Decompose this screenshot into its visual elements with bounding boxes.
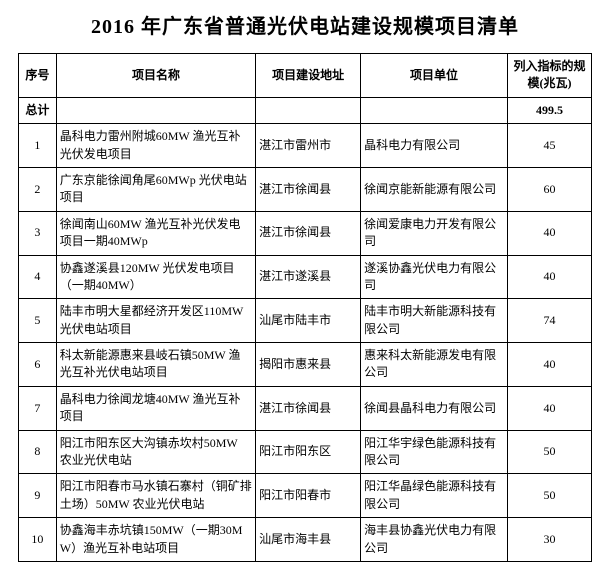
cell-unit: 阳江华宇绿色能源科技有限公司 xyxy=(361,430,508,474)
total-blank-name xyxy=(56,97,255,123)
total-row: 总计 499.5 xyxy=(19,97,592,123)
page-title: 2016 年广东省普通光伏电站建设规模项目清单 xyxy=(18,10,592,39)
cell-loc: 汕尾市海丰县 xyxy=(256,518,361,562)
cell-name: 阳江市阳东区大沟镇赤坎村50MW 农业光伏电站 xyxy=(56,430,255,474)
table-row: 10 协鑫海丰赤坑镇150MW（一期30MW）渔光互补电站项目 汕尾市海丰县 海… xyxy=(19,518,592,562)
cell-name: 晶科电力徐闻龙塘40MW 渔光互补项目 xyxy=(56,386,255,430)
cell-loc: 阳江市阳东区 xyxy=(256,430,361,474)
cell-unit: 海丰县协鑫光伏电力有限公司 xyxy=(361,518,508,562)
cell-idx: 9 xyxy=(19,474,57,518)
cell-idx: 2 xyxy=(19,167,57,211)
cell-size: 60 xyxy=(508,167,592,211)
table-header-row: 序号 项目名称 项目建设地址 项目单位 列入指标的规模(兆瓦) xyxy=(19,54,592,98)
table-row: 9 阳江市阳春市马水镇石寨村（铜矿排土场）50MW 农业光伏电站 阳江市阳春市 … xyxy=(19,474,592,518)
cell-unit: 徐闻爱康电力开发有限公司 xyxy=(361,211,508,255)
col-header-unit: 项目单位 xyxy=(361,54,508,98)
cell-size: 30 xyxy=(508,518,592,562)
cell-unit: 阳江华晶绿色能源科技有限公司 xyxy=(361,474,508,518)
total-blank-unit xyxy=(361,97,508,123)
col-header-loc: 项目建设地址 xyxy=(256,54,361,98)
cell-loc: 湛江市徐闻县 xyxy=(256,211,361,255)
cell-loc: 揭阳市惠来县 xyxy=(256,343,361,387)
cell-size: 40 xyxy=(508,255,592,299)
cell-loc: 湛江市遂溪县 xyxy=(256,255,361,299)
cell-idx: 4 xyxy=(19,255,57,299)
table-row: 4 协鑫遂溪县120MW 光伏发电项目（一期40MW） 湛江市遂溪县 遂溪协鑫光… xyxy=(19,255,592,299)
project-list-table: 序号 项目名称 项目建设地址 项目单位 列入指标的规模(兆瓦) 总计 499.5… xyxy=(18,53,592,562)
total-blank-loc xyxy=(256,97,361,123)
cell-name: 协鑫海丰赤坑镇150MW（一期30MW）渔光互补电站项目 xyxy=(56,518,255,562)
cell-idx: 3 xyxy=(19,211,57,255)
col-header-name: 项目名称 xyxy=(56,54,255,98)
total-label: 总计 xyxy=(19,97,57,123)
cell-name: 广东京能徐闻角尾60MWp 光伏电站项目 xyxy=(56,167,255,211)
cell-idx: 10 xyxy=(19,518,57,562)
cell-name: 科太新能源惠来县岐石镇50MW 渔光互补光伏电站项目 xyxy=(56,343,255,387)
cell-loc: 湛江市徐闻县 xyxy=(256,167,361,211)
col-header-size: 列入指标的规模(兆瓦) xyxy=(508,54,592,98)
cell-size: 45 xyxy=(508,124,592,168)
col-header-idx: 序号 xyxy=(19,54,57,98)
cell-size: 40 xyxy=(508,343,592,387)
cell-loc: 湛江市雷州市 xyxy=(256,124,361,168)
table-row: 6 科太新能源惠来县岐石镇50MW 渔光互补光伏电站项目 揭阳市惠来县 惠来科太… xyxy=(19,343,592,387)
cell-name: 晶科电力雷州附城60MW 渔光互补光伏发电项目 xyxy=(56,124,255,168)
cell-size: 40 xyxy=(508,386,592,430)
cell-unit: 徐闻京能新能源有限公司 xyxy=(361,167,508,211)
cell-unit: 遂溪协鑫光伏电力有限公司 xyxy=(361,255,508,299)
table-row: 1 晶科电力雷州附城60MW 渔光互补光伏发电项目 湛江市雷州市 晶科电力有限公… xyxy=(19,124,592,168)
cell-name: 陆丰市明大星都经济开发区110MW 光伏电站项目 xyxy=(56,299,255,343)
table-row: 8 阳江市阳东区大沟镇赤坎村50MW 农业光伏电站 阳江市阳东区 阳江华宇绿色能… xyxy=(19,430,592,474)
cell-loc: 阳江市阳春市 xyxy=(256,474,361,518)
cell-size: 74 xyxy=(508,299,592,343)
table-row: 5 陆丰市明大星都经济开发区110MW 光伏电站项目 汕尾市陆丰市 陆丰市明大新… xyxy=(19,299,592,343)
cell-loc: 湛江市徐闻县 xyxy=(256,386,361,430)
cell-idx: 5 xyxy=(19,299,57,343)
cell-loc: 汕尾市陆丰市 xyxy=(256,299,361,343)
table-row: 3 徐闻南山60MW 渔光互补光伏发电项目一期40MWp 湛江市徐闻县 徐闻爱康… xyxy=(19,211,592,255)
cell-unit: 晶科电力有限公司 xyxy=(361,124,508,168)
cell-idx: 6 xyxy=(19,343,57,387)
total-value: 499.5 xyxy=(508,97,592,123)
table-row: 2 广东京能徐闻角尾60MWp 光伏电站项目 湛江市徐闻县 徐闻京能新能源有限公… xyxy=(19,167,592,211)
cell-size: 40 xyxy=(508,211,592,255)
cell-name: 协鑫遂溪县120MW 光伏发电项目（一期40MW） xyxy=(56,255,255,299)
cell-size: 50 xyxy=(508,430,592,474)
cell-idx: 7 xyxy=(19,386,57,430)
table-row: 7 晶科电力徐闻龙塘40MW 渔光互补项目 湛江市徐闻县 徐闻县晶科电力有限公司… xyxy=(19,386,592,430)
cell-name: 阳江市阳春市马水镇石寨村（铜矿排土场）50MW 农业光伏电站 xyxy=(56,474,255,518)
cell-unit: 徐闻县晶科电力有限公司 xyxy=(361,386,508,430)
cell-name: 徐闻南山60MW 渔光互补光伏发电项目一期40MWp xyxy=(56,211,255,255)
cell-size: 50 xyxy=(508,474,592,518)
cell-idx: 1 xyxy=(19,124,57,168)
cell-unit: 陆丰市明大新能源科技有限公司 xyxy=(361,299,508,343)
cell-idx: 8 xyxy=(19,430,57,474)
cell-unit: 惠来科太新能源发电有限公司 xyxy=(361,343,508,387)
